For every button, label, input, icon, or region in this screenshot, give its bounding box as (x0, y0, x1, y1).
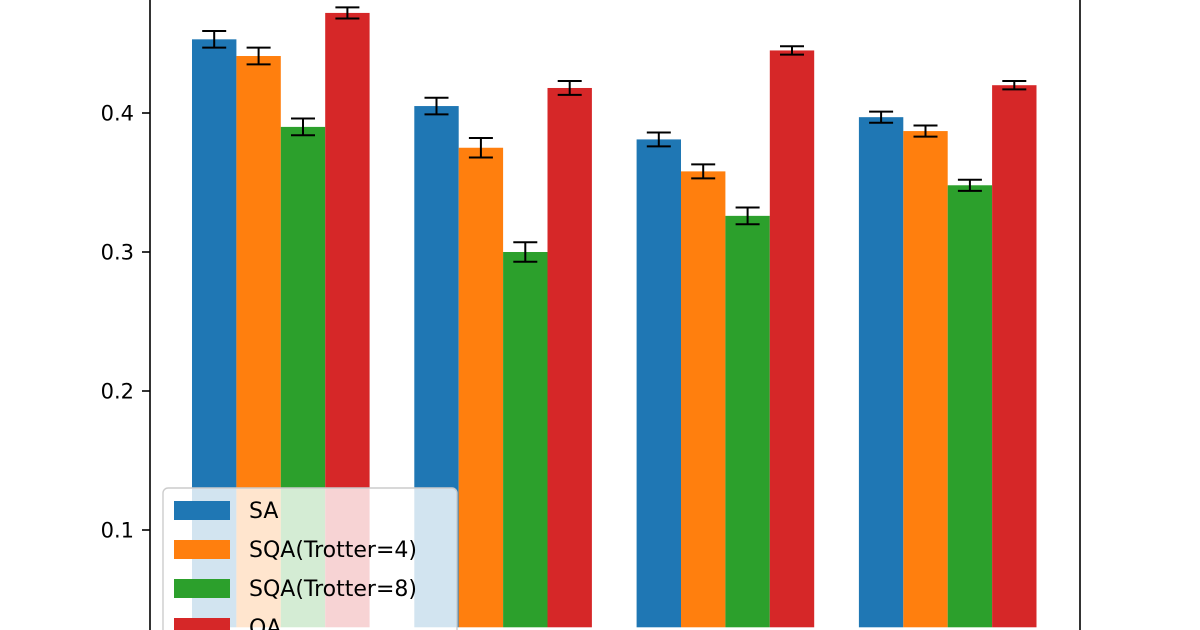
axes-layer (149, 0, 1081, 630)
error-bar (1002, 80, 1027, 91)
error-bars-layer (202, 6, 1027, 263)
legend-item: SA (174, 499, 278, 524)
error-bar (513, 241, 538, 263)
error-bar (202, 29, 227, 49)
legend-label: SA (249, 499, 278, 524)
error-bar (291, 117, 315, 137)
bar-QA-group-2 (547, 87, 592, 628)
error-bar (869, 110, 894, 124)
error-bar (335, 6, 360, 20)
legend-item: QA (174, 616, 281, 630)
legend-item: SQA(Trotter=4) (174, 538, 417, 563)
error-bar (557, 80, 582, 96)
legend-swatch (174, 579, 230, 598)
error-bar (780, 45, 804, 56)
bar-QA-group-3 (769, 50, 815, 628)
y-tick-label: 0.3 (101, 241, 134, 265)
error-bar (957, 178, 982, 192)
legend-label: QA (249, 616, 281, 630)
y-tick-label: 0.1 (101, 519, 134, 543)
y-tick-label: 0.4 (101, 102, 134, 126)
legend-label: SQA(Trotter=8) (249, 577, 417, 602)
bar-QA-group-4 (992, 85, 1037, 628)
legend-label: SQA(Trotter=4) (249, 538, 417, 563)
bar-SA-group-3 (636, 139, 681, 628)
legend-swatch (174, 540, 230, 559)
legend-item: SQA(Trotter=8) (174, 577, 417, 602)
bar-SQA(Trotter=4)-group-2 (458, 147, 504, 628)
error-bar (646, 131, 671, 148)
y-ticks-layer: 0.1 0.2 0.3 0.4 (101, 102, 150, 543)
error-bar (424, 96, 449, 116)
legend-swatch (174, 501, 230, 520)
error-bar (691, 163, 716, 180)
error-bar (913, 124, 938, 138)
bar-SQA(Trotter=8)-group-4 (947, 185, 993, 628)
bar-SQA(Trotter=4)-group-3 (681, 171, 726, 628)
legend: SA SQA(Trotter=4) SQA(Trotter=8) QA (162, 487, 458, 630)
error-bar (735, 206, 760, 226)
bar-SQA(Trotter=8)-group-3 (725, 215, 770, 628)
error-bar (246, 46, 271, 66)
bar-SQA(Trotter=8)-group-2 (503, 252, 548, 628)
legend-swatch (174, 618, 230, 630)
legend-frame (162, 487, 458, 630)
error-bar (468, 137, 493, 159)
bar-SQA(Trotter=4)-group-4 (903, 131, 948, 628)
bar-SA-group-4 (858, 117, 904, 628)
y-tick-label: 0.2 (101, 380, 134, 404)
